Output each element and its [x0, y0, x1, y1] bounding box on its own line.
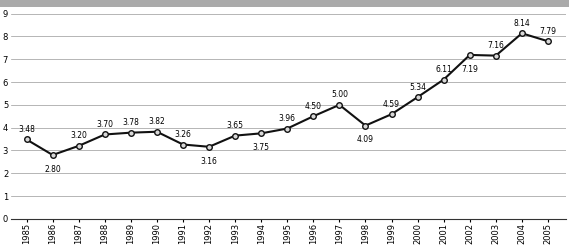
Text: 3.20: 3.20: [71, 131, 87, 140]
Text: 3.16: 3.16: [201, 157, 217, 165]
Text: 3.78: 3.78: [122, 118, 139, 127]
Text: 2.80: 2.80: [44, 165, 61, 174]
Text: 6.11: 6.11: [435, 65, 452, 74]
Text: 8.14: 8.14: [514, 19, 530, 28]
Text: 7.19: 7.19: [461, 65, 478, 74]
Text: 7.16: 7.16: [488, 41, 504, 50]
Text: 3.48: 3.48: [18, 125, 35, 134]
Text: 3.75: 3.75: [253, 143, 270, 152]
Text: 3.65: 3.65: [226, 121, 244, 130]
Text: 3.70: 3.70: [96, 120, 113, 129]
Text: 7.79: 7.79: [539, 27, 556, 36]
Text: 4.59: 4.59: [383, 100, 400, 109]
Text: 5.34: 5.34: [409, 82, 426, 92]
Text: 4.09: 4.09: [357, 135, 374, 144]
Text: 4.50: 4.50: [305, 102, 322, 111]
Text: 3.82: 3.82: [149, 117, 166, 126]
Text: 3.26: 3.26: [175, 130, 191, 139]
Text: 3.96: 3.96: [279, 114, 296, 123]
Text: 5.00: 5.00: [331, 90, 348, 99]
